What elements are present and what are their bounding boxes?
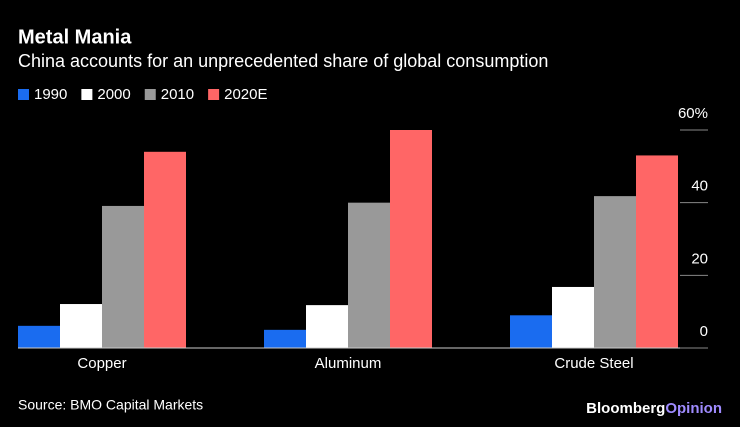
brand-opinion: Opinion — [665, 400, 722, 417]
chart-subtitle: China accounts for an unprecedented shar… — [18, 51, 548, 71]
legend-label: 2020E — [224, 86, 267, 103]
bar — [594, 196, 636, 348]
y-tick-label: 60% — [678, 105, 708, 122]
bar — [510, 315, 552, 348]
bar — [60, 304, 102, 348]
bar — [144, 151, 186, 348]
x-tick-label: Aluminum — [315, 355, 382, 372]
bar — [264, 329, 306, 348]
legend-label: 1990 — [34, 86, 67, 103]
bar — [390, 130, 432, 348]
legend-label: 2010 — [161, 86, 194, 103]
bar — [306, 305, 348, 348]
legend-swatch — [208, 89, 220, 100]
y-tick-label: 20 — [691, 250, 708, 267]
brand: BloombergOpinion — [586, 400, 722, 417]
brand-bloomberg: Bloomberg — [586, 400, 665, 417]
bar — [636, 155, 678, 348]
x-tick-label: Copper — [77, 355, 126, 372]
bar — [102, 205, 144, 348]
source: Source: BMO Capital Markets — [18, 397, 203, 413]
bar — [348, 202, 390, 348]
legend-swatch — [81, 89, 93, 100]
legend-swatch — [144, 89, 156, 100]
legend-label: 2000 — [97, 86, 130, 103]
chart-title: Metal Mania — [18, 26, 132, 48]
bar — [552, 286, 594, 348]
y-tick-label: 40 — [691, 178, 708, 195]
y-tick-label: 0 — [700, 323, 708, 340]
legend-swatch — [18, 89, 29, 100]
bar — [18, 325, 60, 348]
x-tick-label: Crude Steel — [554, 355, 633, 372]
